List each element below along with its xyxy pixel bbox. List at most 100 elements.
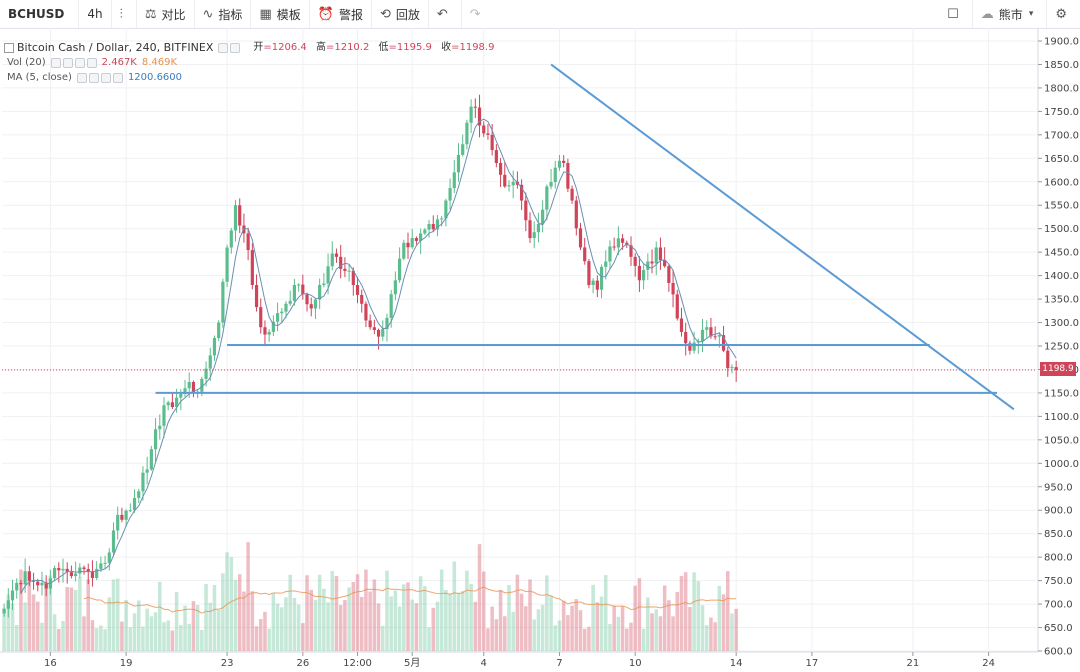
eye-icon[interactable] <box>50 57 61 68</box>
candle-body <box>709 327 713 337</box>
eye-icon[interactable] <box>76 72 87 83</box>
candle-body <box>170 402 174 408</box>
volume-buttons[interactable] <box>50 57 97 68</box>
volume-bar <box>503 616 507 651</box>
close-key: 收 <box>441 42 452 53</box>
compare-button[interactable]: ⚖ 对比 <box>137 0 195 28</box>
volume-bar <box>431 607 436 651</box>
replay-button[interactable]: ⟲ 回放 <box>372 0 429 28</box>
volume-label: Vol (20) <box>7 57 46 68</box>
volume-bar <box>473 601 478 651</box>
high-key: 高 <box>315 42 326 53</box>
theme-button[interactable]: ☁ 熊市 ▾ <box>973 0 1048 28</box>
candle-body <box>448 188 452 201</box>
square-icon: ☐ <box>947 6 959 22</box>
volume-bar <box>616 616 621 651</box>
candle-body <box>620 238 625 243</box>
candle-body <box>574 200 578 229</box>
volume-bar <box>545 575 549 651</box>
high-value: =1210.2 <box>325 42 370 53</box>
volume-bar <box>250 591 255 651</box>
candle-body <box>688 343 692 351</box>
chart-type-button[interactable]: ⫶ <box>112 0 137 28</box>
volume-bar <box>65 587 69 651</box>
settings-icon[interactable] <box>230 42 241 53</box>
candle-body <box>95 568 99 579</box>
close-icon[interactable] <box>100 72 111 83</box>
volume-bar <box>73 589 78 651</box>
volume-bar <box>107 597 112 651</box>
candle-body <box>6 600 10 609</box>
candle-body <box>473 106 477 108</box>
volume-bar <box>275 603 280 651</box>
settings-icon[interactable] <box>62 57 73 68</box>
close-icon[interactable] <box>74 57 85 68</box>
volume-bar <box>57 628 61 651</box>
candle-body <box>461 144 465 155</box>
replay-icon: ⟲ <box>379 6 391 22</box>
volume-bar <box>359 596 364 651</box>
volume-bar <box>330 571 335 651</box>
price-tick-label: 1550.0 <box>1044 201 1079 212</box>
alerts-button[interactable]: ⏰ 警报 <box>310 0 372 28</box>
eye-icon[interactable] <box>218 42 229 53</box>
volume-bar <box>553 625 558 651</box>
volume-bar <box>10 603 15 651</box>
collapse-icon[interactable] <box>4 42 14 53</box>
replay-label: 回放 <box>395 7 420 22</box>
fullscreen-button[interactable]: ☐ <box>939 0 973 28</box>
volume-bar <box>48 575 53 651</box>
volume-bar <box>132 613 137 651</box>
candle-body <box>57 568 61 571</box>
volume-bar <box>481 571 486 651</box>
candle-body <box>280 311 284 314</box>
interval-button[interactable]: 4h <box>79 0 112 28</box>
volume-bar <box>557 620 562 651</box>
indicators-button[interactable]: ∿ 指标 <box>195 0 252 28</box>
price-chart[interactable]: 1900.0 1850.0 1800.0 1750.0 1700.0 1650.0 1600… <box>0 28 1080 672</box>
settings-icon[interactable] <box>88 72 99 83</box>
volume-bar <box>427 627 431 651</box>
candle-body <box>99 563 103 569</box>
candle-body <box>31 580 36 582</box>
candle-body <box>74 573 78 577</box>
candle-body <box>477 107 482 126</box>
volume-bar <box>187 623 191 651</box>
series-buttons[interactable] <box>218 42 241 53</box>
more-icon[interactable] <box>86 57 97 68</box>
candle-body <box>503 174 507 187</box>
volume-bar <box>174 592 179 651</box>
candle-body <box>646 261 650 270</box>
volume-bar <box>216 609 221 651</box>
price-tick-label: 950.0 <box>1044 482 1073 493</box>
settings-button[interactable]: ⚙ <box>1047 0 1080 28</box>
interval-label: 4h <box>87 7 103 21</box>
symbol-search[interactable]: BCHUSD <box>0 0 80 28</box>
undo-button[interactable]: ↶ <box>429 0 462 28</box>
volume-bar <box>532 619 536 651</box>
volume-bar <box>406 582 410 651</box>
candle-body <box>667 266 671 283</box>
candle-body <box>69 572 74 577</box>
ma-buttons[interactable] <box>76 72 123 83</box>
candle-body <box>650 261 654 264</box>
candle-body <box>162 405 166 426</box>
candle-body <box>629 245 633 257</box>
volume-bar <box>549 595 553 651</box>
candle-body <box>557 160 562 168</box>
candle-body <box>482 125 486 134</box>
volume-bar <box>326 602 330 651</box>
volume-bar <box>650 613 654 651</box>
redo-button[interactable]: ↷ <box>462 0 494 28</box>
price-tick-label: 650.0 <box>1044 623 1073 634</box>
candle-body <box>456 154 461 173</box>
alarm-clock-icon: ⏰ <box>317 6 334 22</box>
volume-bar <box>288 574 292 651</box>
templates-button[interactable]: ▦ 模板 <box>251 0 310 28</box>
volume-bar <box>561 600 566 651</box>
volume-bar <box>612 605 616 651</box>
volume-bar <box>389 596 393 651</box>
candle-body <box>410 238 414 248</box>
candle-body <box>532 232 536 239</box>
more-icon[interactable] <box>112 72 123 83</box>
